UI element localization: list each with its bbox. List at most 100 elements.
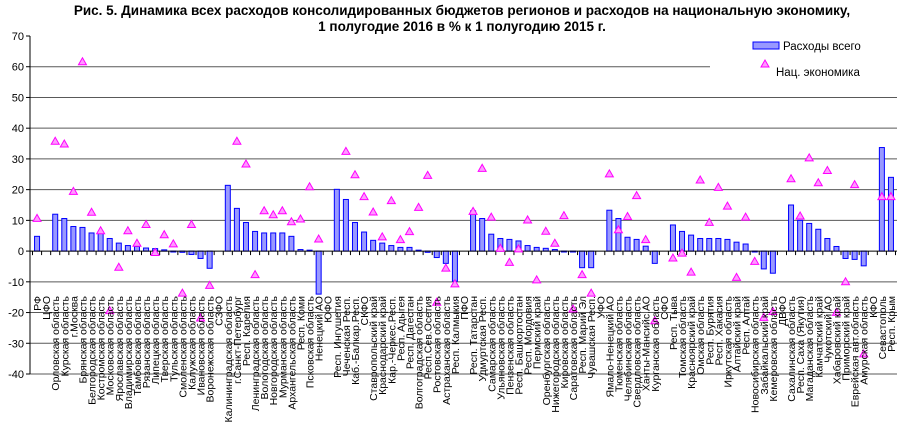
category-label: Томская область [677, 295, 689, 378]
category-label: Ставропольский край [368, 296, 380, 401]
category-label: Челябинская область [623, 295, 635, 401]
category-label: Курская область [59, 295, 71, 376]
category-label: Респ. Тыва [668, 296, 680, 350]
x-axis [30, 250, 897, 256]
bar [588, 250, 595, 269]
bar [379, 242, 386, 252]
legend: Расходы всего Нац. экономика [752, 41, 861, 79]
category-label: КФО [868, 296, 880, 318]
marker-triangle [704, 217, 715, 226]
bar [642, 245, 649, 252]
bar [124, 245, 131, 252]
category-label: Каб.-Балкар.Респ. [350, 296, 362, 385]
marker-triangle [86, 207, 97, 216]
category-label: Кемеровская область [768, 295, 780, 401]
marker-triangle [840, 276, 851, 286]
bar [406, 246, 413, 252]
marker-triangle [740, 212, 751, 221]
marker-triangle [568, 304, 578, 313]
y-tick-label: -30 [8, 338, 24, 350]
bar [97, 232, 104, 252]
category-label: Респ. Карелия [241, 296, 253, 366]
marker-triangle [522, 214, 533, 224]
marker-triangle [786, 173, 796, 183]
bar [887, 176, 894, 252]
category-label: Самарская область [486, 295, 498, 391]
bar [860, 250, 867, 267]
category-label: Еврейская авт.область [850, 295, 862, 407]
marker-triangle [313, 233, 324, 243]
bar [252, 230, 259, 252]
category-label: Калининградская область [223, 295, 235, 422]
category-label: ДВФО [777, 296, 789, 326]
bar [433, 250, 440, 259]
category-label: Свердловская область [632, 295, 644, 407]
marker-triangle [386, 195, 397, 205]
category-label: Респ. Калмыкия [450, 296, 462, 374]
bar [315, 250, 322, 295]
bar [388, 245, 395, 252]
category-label: Липецкая область [150, 295, 162, 384]
marker-triangle [577, 269, 587, 279]
marker-triangle [268, 209, 279, 219]
marker-triangle [186, 219, 197, 229]
bar [524, 245, 531, 252]
category-label: Астраханская область [441, 295, 453, 404]
category-label: Респ.Сев.Осетия [423, 296, 435, 379]
category-label: Ульяновская область [495, 295, 507, 399]
marker-triangle [123, 225, 133, 235]
y-tick-label: 10 [12, 215, 24, 227]
bar [724, 238, 731, 252]
category-label: Ненецкий АО [314, 296, 326, 361]
marker-triangle [677, 248, 687, 257]
marker-triangle [450, 278, 460, 288]
legend-label-total: Расходы всего [783, 41, 861, 53]
category-label: Саратовская область [568, 295, 580, 400]
category-label: Удмуртская Респ. [477, 296, 489, 382]
marker-triangle [722, 201, 733, 210]
marker-triangle [350, 169, 360, 179]
y-tick-label: 70 [12, 31, 24, 43]
legend-triangle-icon [760, 58, 770, 68]
bar [506, 238, 513, 252]
category-label: Кар.-Черкес.Респ. [386, 296, 398, 384]
category-label: Чувашская Респ. [586, 296, 598, 379]
category-label: Тульская область [168, 295, 180, 381]
marker-triangle [404, 226, 415, 236]
marker-triangle [477, 163, 488, 172]
bar [333, 188, 340, 252]
marker-triangle [286, 216, 297, 226]
bar [261, 232, 268, 252]
marker-triangle [150, 247, 160, 257]
bar [188, 250, 195, 255]
marker-triangle [622, 211, 633, 221]
marker-triangle [413, 202, 424, 211]
marker-triangle [177, 288, 188, 297]
category-label: Архангельская область [286, 295, 298, 409]
marker-triangle [858, 348, 869, 358]
bar [633, 238, 640, 252]
category-label: Магаданская область [804, 295, 816, 401]
bar [342, 198, 349, 252]
category-label: Кировская область [559, 295, 571, 388]
marker-triangle [640, 234, 651, 244]
marker-triangle [204, 280, 215, 289]
marker-triangle [113, 262, 124, 271]
marker-triangle [277, 205, 288, 215]
marker-triangle [295, 214, 306, 223]
category-label: Владимирская область [123, 295, 135, 409]
marker-series [32, 56, 896, 358]
bar [715, 237, 722, 252]
category-label: Омская область [695, 295, 707, 374]
category-label: Респ. Ингушетия [332, 296, 344, 378]
category-label: Новосибирская область [750, 295, 762, 412]
marker-triangle [768, 306, 778, 316]
y-tick-label: 0 [18, 246, 24, 258]
bar [106, 237, 113, 252]
bar [488, 233, 495, 252]
category-label: г.Москва [68, 296, 80, 337]
marker-triangle [95, 225, 106, 235]
y-tick-label: 30 [12, 154, 24, 166]
bar [579, 250, 586, 269]
marker-triangle [59, 139, 70, 148]
